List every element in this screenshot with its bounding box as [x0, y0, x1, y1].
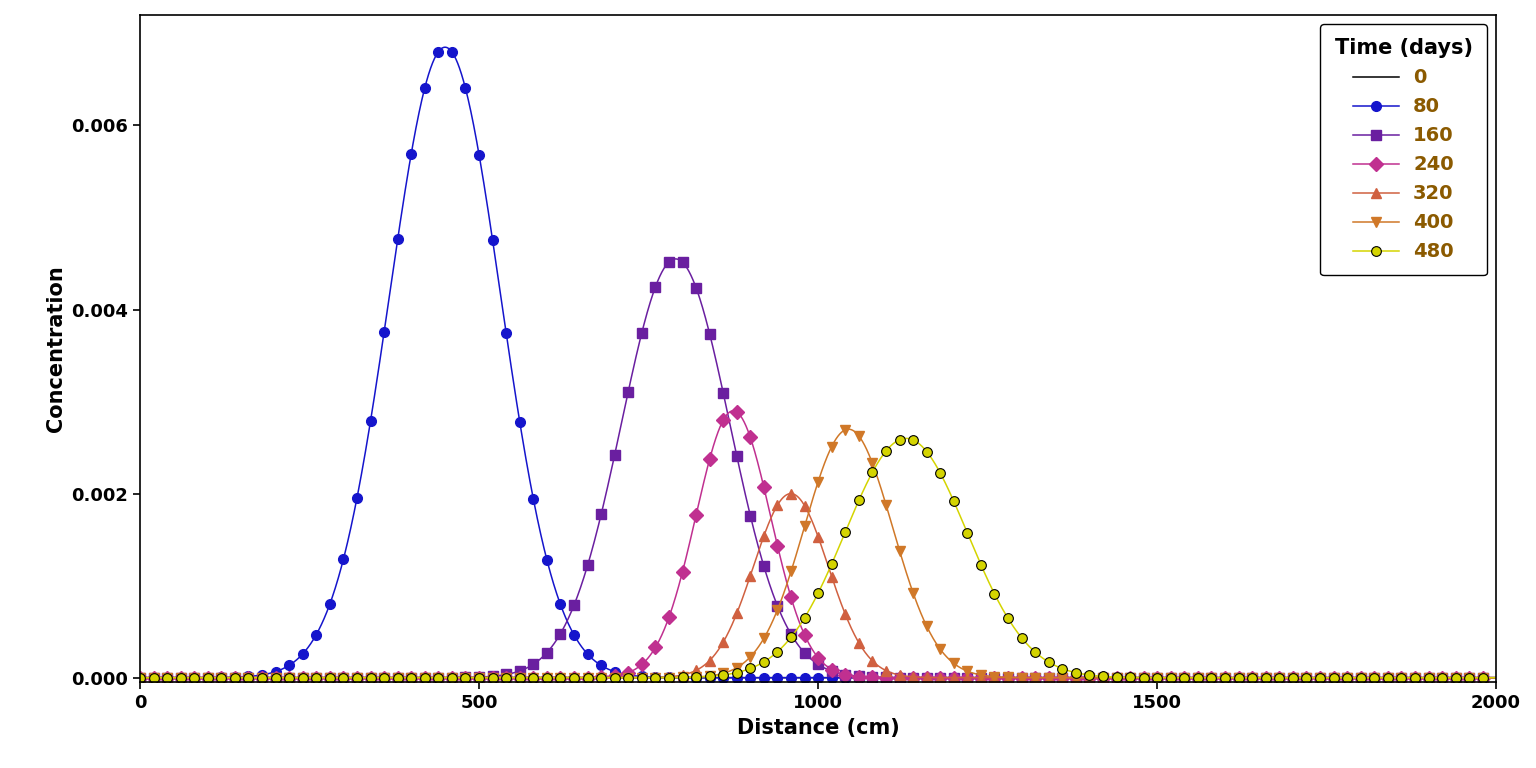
Line: 80: 80: [135, 42, 1501, 683]
240: [711, 422, 730, 431]
Line: 320: 320: [135, 488, 1501, 683]
240: [131, 673, 149, 682]
480: [1445, 673, 1464, 682]
480: [711, 670, 730, 680]
80: [131, 673, 149, 682]
400: [1117, 673, 1135, 682]
480: [897, 434, 915, 443]
80: [1445, 673, 1464, 682]
320: [131, 673, 149, 682]
160: [700, 330, 719, 339]
480: [1117, 673, 1135, 682]
160: [667, 254, 685, 263]
160: [1487, 673, 1505, 682]
0: [711, 673, 730, 682]
480: [1487, 673, 1505, 682]
Line: 160: 160: [135, 254, 1501, 683]
Y-axis label: Concentration: Concentration: [46, 265, 66, 432]
160: [776, 617, 794, 627]
240: [1117, 673, 1135, 682]
160: [1378, 673, 1396, 682]
0: [776, 673, 794, 682]
480: [1378, 673, 1396, 682]
160: [711, 377, 730, 386]
80: [1378, 673, 1396, 682]
Line: 240: 240: [135, 406, 1501, 683]
0: [131, 673, 149, 682]
320: [1445, 673, 1464, 682]
480: [776, 641, 794, 650]
240: [1378, 673, 1396, 682]
Line: 480: 480: [135, 433, 1501, 683]
480: [700, 672, 719, 681]
240: [1487, 673, 1505, 682]
80: [1487, 673, 1505, 682]
240: [1445, 673, 1464, 682]
0: [700, 673, 719, 682]
400: [700, 671, 719, 680]
0: [1115, 673, 1134, 682]
400: [1378, 673, 1396, 682]
0: [1445, 673, 1464, 682]
80: [700, 673, 719, 682]
80: [711, 673, 730, 682]
480: [131, 673, 149, 682]
320: [1487, 673, 1505, 682]
400: [711, 670, 730, 679]
160: [1445, 673, 1464, 682]
0: [1378, 673, 1396, 682]
400: [1445, 673, 1464, 682]
320: [782, 489, 800, 498]
160: [1117, 673, 1135, 682]
80: [776, 673, 794, 682]
320: [1378, 673, 1396, 682]
80: [436, 42, 455, 51]
Line: 400: 400: [135, 424, 1501, 683]
320: [711, 642, 730, 651]
240: [700, 455, 719, 464]
0: [1487, 673, 1505, 682]
X-axis label: Distance (cm): Distance (cm): [737, 717, 900, 737]
80: [1117, 673, 1135, 682]
320: [1117, 673, 1135, 682]
400: [776, 588, 794, 597]
160: [131, 673, 149, 682]
400: [839, 425, 857, 434]
Legend: 0, 80, 160, 240, 320, 400, 480: 0, 80, 160, 240, 320, 400, 480: [1319, 24, 1487, 276]
240: [776, 570, 794, 579]
400: [1487, 673, 1505, 682]
240: [723, 406, 742, 415]
320: [700, 656, 719, 665]
400: [131, 673, 149, 682]
320: [776, 492, 794, 501]
